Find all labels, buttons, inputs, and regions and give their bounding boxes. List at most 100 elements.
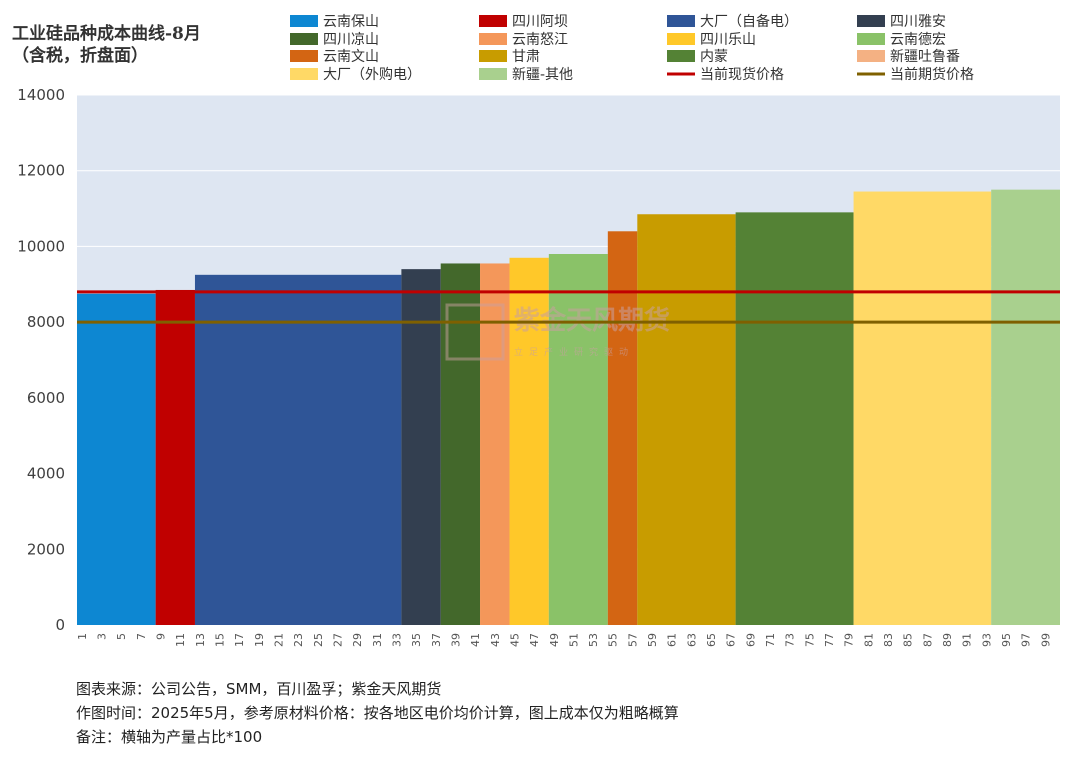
cost-bar: [509, 257, 549, 625]
x-tick-label: 11: [174, 633, 187, 647]
x-tick-label: 33: [390, 633, 403, 647]
legend-label: 内蒙: [700, 49, 728, 65]
x-tick-label: 89: [941, 633, 954, 647]
x-tick-label: 73: [784, 633, 797, 647]
x-tick-label: 49: [548, 633, 561, 647]
y-tick-label: 2000: [27, 540, 65, 558]
cost-bar: [991, 189, 1060, 625]
cost-bar: [155, 289, 195, 625]
x-tick-label: 69: [744, 633, 757, 647]
x-tick-label: 25: [312, 633, 325, 647]
x-tick-label: 43: [489, 633, 502, 647]
chart-title-line-1: 工业硅品种成本曲线-8月: [12, 23, 201, 44]
legend-swatch: [290, 50, 318, 62]
x-tick-label: 77: [823, 633, 836, 647]
cost-bars: [77, 189, 1060, 626]
legend-label: 新疆-其他: [512, 67, 573, 83]
x-tick-label: 35: [410, 633, 423, 647]
legend-label: 四川凉山: [323, 32, 379, 48]
y-tick-label: 4000: [27, 465, 65, 483]
y-tick-label: 6000: [27, 389, 65, 407]
x-tick-label: 91: [961, 633, 974, 647]
x-tick-label: 97: [1020, 633, 1033, 647]
x-tick-label: 5: [115, 633, 128, 640]
legend-swatch: [290, 33, 318, 45]
x-tick-label: 93: [980, 633, 993, 647]
x-tick-label: 71: [764, 633, 777, 647]
legend-swatch: [667, 15, 695, 27]
x-tick-label: 47: [528, 633, 541, 647]
x-tick-label: 39: [449, 633, 462, 647]
y-tick-label: 14000: [17, 86, 65, 104]
legend-swatch: [857, 15, 885, 27]
source-note: 图表来源：公司公告，SMM，百川盈孚；紫金天风期货: [76, 680, 441, 698]
legend-swatch: [857, 50, 885, 62]
y-tick-label: 8000: [27, 313, 65, 331]
watermark-name: 紫金天风期货: [514, 305, 670, 336]
x-tick-label: 59: [646, 633, 659, 647]
legend-swatch: [479, 33, 507, 45]
x-tick-label: 81: [862, 633, 875, 647]
x-tick-label: 7: [135, 633, 148, 640]
x-tick-label: 21: [273, 633, 286, 647]
x-tick-label: 99: [1039, 633, 1052, 647]
legend-label: 云南文山: [323, 49, 379, 65]
cost-bar: [480, 263, 510, 625]
legend-label: 当前现货价格: [700, 66, 784, 83]
y-axis-ticks: 0 2000 4000 6000 8000 10000 12000 14000: [17, 86, 65, 634]
x-tick-label: 95: [1000, 633, 1013, 647]
legend-label: 新疆吐鲁番: [890, 49, 960, 65]
x-tick-label: 41: [469, 633, 482, 647]
cost-bar: [637, 214, 736, 625]
x-tick-label: 31: [371, 633, 384, 647]
x-tick-label: 15: [214, 633, 227, 647]
cost-bar: [735, 212, 854, 625]
legend-label: 大厂（外购电）: [323, 67, 421, 83]
cost-bar: [548, 254, 608, 625]
x-tick-label: 79: [843, 633, 856, 647]
legend-swatch: [667, 50, 695, 62]
chart-title-line-2: （含税，折盘面）: [12, 45, 148, 66]
x-tick-label: 3: [96, 633, 109, 640]
x-tick-label: 1: [76, 633, 89, 640]
y-tick-label: 0: [55, 616, 65, 634]
x-tick-label: 27: [331, 633, 344, 647]
x-tick-label: 83: [882, 633, 895, 647]
cost-bar: [77, 293, 156, 625]
x-tick-label: 75: [803, 633, 816, 647]
x-tick-label: 63: [685, 633, 698, 647]
legend-swatch: [857, 33, 885, 45]
legend-label: 大厂（自备电）: [700, 13, 798, 30]
legend-swatch: [667, 33, 695, 45]
x-tick-label: 53: [587, 633, 600, 647]
x-tick-label: 17: [233, 633, 246, 647]
x-axis-ticks: 1 3 5 7 9 11 13 15 17 19 21 23 25 27 29 31 33 35 37 39 41 43 4…: [76, 633, 1052, 647]
y-tick-label: 12000: [17, 162, 65, 180]
reference-lines: [77, 290, 1060, 324]
x-tick-label: 87: [921, 633, 934, 647]
x-tick-label: 51: [567, 633, 580, 647]
legend-swatch: [479, 68, 507, 80]
watermark-seal-icon: [445, 303, 505, 361]
watermark-slogan: 立足产业研究驱动: [514, 346, 634, 358]
x-tick-label: 29: [351, 633, 364, 647]
x-tick-label: 19: [253, 633, 266, 647]
legend-swatch: [290, 15, 318, 27]
x-tick-label: 45: [508, 633, 521, 647]
legend-label: 四川乐山: [700, 32, 756, 48]
x-tick-label: 61: [666, 633, 679, 647]
legend-label: 四川阿坝: [512, 14, 568, 30]
watermark: 紫金天风期货 立足产业研究驱动: [445, 303, 670, 361]
x-tick-label: 23: [292, 633, 305, 647]
cost-bar: [607, 231, 638, 626]
x-tick-label: 67: [725, 633, 738, 647]
x-tick-label: 85: [902, 633, 915, 647]
legend-label: 当前期货价格: [890, 66, 974, 83]
x-tick-label: 9: [155, 633, 168, 640]
cost-bar: [194, 274, 402, 625]
x-tick-label: 55: [607, 633, 620, 647]
legend-swatch: [479, 50, 507, 62]
legend-label: 四川雅安: [890, 14, 946, 30]
legend-label: 云南保山: [323, 14, 379, 30]
